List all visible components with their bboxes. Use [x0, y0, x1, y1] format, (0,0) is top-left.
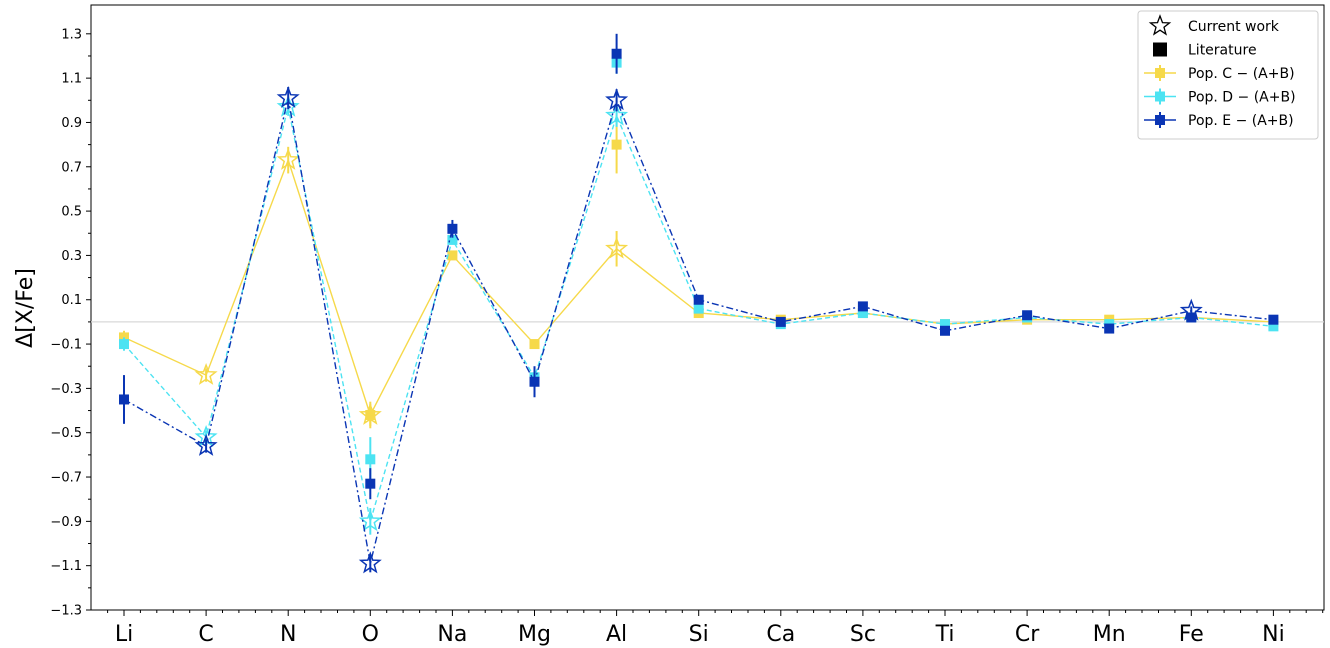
y-tick-label: −0.5	[50, 426, 82, 441]
data-point-star	[276, 94, 300, 117]
y-tick-label: 1.3	[61, 27, 82, 42]
y-axis-label: Δ[X/Fe]	[13, 268, 38, 348]
data-point-square	[529, 376, 540, 387]
y-tick-label: 0.5	[61, 205, 82, 220]
y-tick-label: 0.1	[61, 293, 82, 308]
y-tick-label: −0.3	[50, 382, 82, 397]
x-tick-label: Al	[606, 622, 627, 647]
x-tick-label: Mg	[518, 622, 551, 647]
literature-point	[365, 478, 376, 489]
legend-box	[1137, 10, 1319, 140]
literature-point	[611, 48, 622, 59]
data-point-square	[857, 301, 868, 312]
y-tick-label: −1.3	[50, 604, 82, 619]
data-point-square	[1268, 321, 1279, 332]
data-point-square	[1022, 310, 1033, 321]
plot-frame	[90, 4, 1325, 611]
series-Pop. C − (A+B)	[119, 115, 1279, 429]
data-point-star	[605, 103, 629, 126]
x-tick-label: Mn	[1093, 622, 1126, 647]
data-point-square	[119, 339, 129, 350]
legend-square	[1155, 68, 1165, 78]
legend-square-marker	[1153, 42, 1167, 57]
y-tick-label: 1.1	[61, 72, 82, 87]
legend-square	[1155, 115, 1165, 125]
data-point-square	[940, 319, 950, 330]
data-point-star	[194, 362, 218, 385]
x-tick-label: Na	[437, 622, 467, 647]
data-point-square	[940, 325, 950, 336]
x-tick-label: O	[362, 622, 379, 647]
y-tick-label: −0.9	[50, 515, 82, 530]
literature-point	[365, 454, 376, 465]
x-tick-label: Sc	[850, 622, 876, 647]
legend-star-marker	[1148, 14, 1172, 36]
x-tick-label: Ti	[935, 622, 955, 647]
data-point-star	[276, 147, 300, 170]
x-tick-label: Si	[689, 622, 709, 647]
data-point-star	[276, 85, 300, 108]
legend-square	[1155, 91, 1165, 102]
series-line	[123, 157, 1274, 417]
data-point-square	[693, 294, 704, 305]
x-tick-label: Ca	[766, 622, 795, 647]
legend-label: Pop. E − (A+B)	[1188, 113, 1294, 129]
data-point-square	[447, 250, 458, 261]
data-point-square	[447, 223, 458, 234]
x-tick-label: Cr	[1015, 622, 1040, 647]
data-point-square	[447, 234, 458, 245]
legend: Current work Literature Pop. C − (A+B) Pop.…	[1137, 10, 1319, 140]
x-tick-label: Ni	[1262, 622, 1285, 647]
y-tick-label: −1.1	[50, 559, 82, 574]
y-tick-label: 0.3	[61, 249, 82, 264]
x-tick-label: Fe	[1179, 622, 1204, 647]
series-Pop. E − (A+B)	[119, 33, 1279, 574]
legend-label: Pop. C − (A+B)	[1188, 66, 1295, 82]
data-point-square	[775, 316, 786, 327]
legend-label: Current work	[1188, 19, 1280, 35]
x-tick-label: N	[280, 622, 296, 647]
x-tick-label: Li	[115, 622, 133, 647]
data-point-star	[358, 551, 382, 574]
literature-point	[1186, 312, 1197, 323]
y-tick-label: −0.7	[50, 471, 82, 486]
data-point-star	[358, 509, 382, 532]
data-point-star	[605, 88, 629, 111]
series-Pop. D − (A+B)	[119, 51, 1279, 535]
data-point-square	[693, 303, 704, 314]
series-group	[119, 33, 1279, 574]
data-point-star	[605, 236, 629, 259]
y-tick-label: 0.7	[61, 160, 82, 175]
x-tick-label: C	[198, 622, 213, 647]
data-point-square	[1104, 323, 1115, 334]
series-line	[123, 106, 1274, 522]
data-point-square	[857, 308, 868, 319]
y-tick-label: 0.9	[61, 116, 82, 131]
literature-point	[611, 139, 622, 150]
data-point-star	[194, 433, 218, 456]
data-point-square	[119, 394, 129, 405]
data-point-square	[529, 339, 540, 350]
axis-ticks: −1.3 −1.1 −0.9 −0.7 −0.5 −0.3 −0.1 0.1 0.3 0.5 0.7…	[50, 27, 1324, 647]
legend-label: Literature	[1188, 43, 1257, 59]
literature-point	[365, 409, 376, 420]
y-tick-label: −0.1	[50, 338, 82, 353]
data-point-square	[1268, 314, 1279, 325]
legend-label: Pop. D − (A+B)	[1188, 90, 1296, 106]
series-line	[123, 97, 1274, 564]
